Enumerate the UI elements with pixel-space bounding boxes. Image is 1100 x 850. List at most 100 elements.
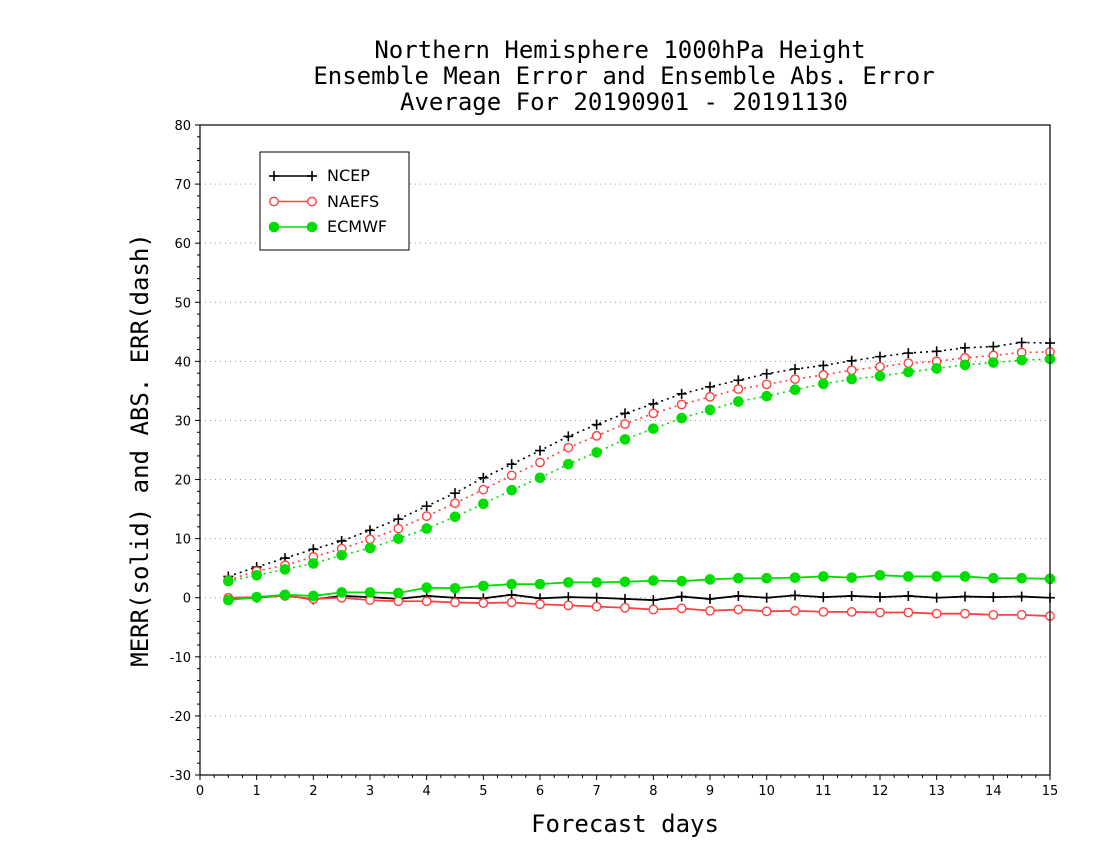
series-ncep-abs-err-point bbox=[790, 364, 800, 375]
plot-frame bbox=[199, 124, 1051, 776]
series-ecmwf-merr-point bbox=[818, 571, 829, 582]
series-naefs-abs-err-point bbox=[450, 498, 460, 509]
series-ecmwf-abs-err-point bbox=[478, 498, 489, 510]
x-tick-label: 12 bbox=[872, 784, 889, 799]
series-naefs-abs-err-point bbox=[365, 534, 375, 545]
series-ecmwf-abs-err-point bbox=[619, 434, 631, 445]
series-ecmwf-merr-point bbox=[1016, 572, 1027, 584]
series-ecmwf-abs-err-point bbox=[308, 558, 319, 569]
series-ncep-abs-err-point bbox=[875, 351, 885, 362]
chart-title-line-1: Northern Hemisphere 1000hPa Height bbox=[374, 36, 865, 64]
series-ecmwf-abs-err-point bbox=[364, 542, 376, 554]
series-ecmwf-abs-err-point bbox=[846, 373, 857, 385]
series-ecmwf-merr-point bbox=[733, 572, 744, 584]
legend-marker-ncep bbox=[307, 171, 317, 181]
series-ecmwf-abs-err-point bbox=[704, 404, 716, 416]
series-ecmwf-merr-point bbox=[676, 575, 687, 587]
series-naefs-abs-err-point bbox=[591, 430, 602, 441]
y-tick-label: 60 bbox=[174, 237, 191, 252]
series-ncep-abs-err-point bbox=[535, 445, 545, 456]
series-naefs-abs-err-point bbox=[733, 384, 744, 395]
series-naefs-abs-err-line bbox=[228, 351, 1051, 581]
x-tick-label: 2 bbox=[309, 784, 317, 799]
series-naefs-abs-err-point bbox=[393, 523, 404, 534]
series-naefs-merr-point bbox=[790, 605, 800, 616]
x-tick-label: 10 bbox=[758, 784, 775, 799]
x-tick-label: 15 bbox=[1042, 784, 1059, 799]
series-ncep-abs-err-point bbox=[393, 514, 404, 525]
series-ecmwf-abs-err-point bbox=[676, 412, 687, 424]
series-ncep-merr-point bbox=[960, 591, 970, 602]
series-ncep-abs-err-point bbox=[988, 341, 999, 352]
series-ncep-merr-point bbox=[903, 590, 914, 601]
series-ncep-abs-err-point bbox=[960, 342, 970, 353]
series-naefs-abs-err-point bbox=[421, 511, 432, 522]
y-tick-label: 0 bbox=[183, 592, 191, 607]
legend-markers bbox=[268, 171, 318, 233]
series-naefs-merr-point bbox=[1016, 609, 1027, 620]
legend: NCEP NAEFS ECMWF bbox=[259, 151, 410, 251]
series-ncep-merr-point bbox=[988, 592, 999, 603]
series-ncep-abs-err-point bbox=[506, 459, 517, 470]
y-tick-label: 20 bbox=[174, 474, 191, 489]
series-naefs-merr-point bbox=[450, 597, 460, 608]
series-naefs-abs-err-point bbox=[563, 442, 574, 453]
series-naefs-merr-point bbox=[676, 603, 687, 614]
series-ncep-abs-err-point bbox=[931, 346, 942, 357]
series-ncep-abs-err-point bbox=[563, 431, 574, 442]
legend-marker-naefs bbox=[269, 196, 279, 207]
legend-marker-naefs bbox=[307, 196, 317, 207]
series-naefs-abs-err-point bbox=[846, 365, 857, 376]
series-ecmwf-merr-point bbox=[421, 582, 432, 593]
y-tick-label: 40 bbox=[174, 355, 191, 370]
series-naefs-merr-point bbox=[903, 607, 914, 618]
x-tick-label: 13 bbox=[928, 784, 945, 799]
series-ecmwf-merr-point bbox=[506, 578, 517, 590]
series-naefs-abs-err-point bbox=[620, 419, 630, 429]
series-naefs bbox=[223, 347, 1055, 621]
y-tick-label: 70 bbox=[174, 178, 191, 193]
y-tick-label: 50 bbox=[174, 296, 191, 311]
series-ncep-merr-point bbox=[648, 595, 659, 606]
series-ncep-abs-err-point bbox=[761, 368, 772, 379]
y-tick-label: -10 bbox=[170, 651, 191, 666]
series-ncep-abs-err-point bbox=[421, 501, 432, 512]
series-naefs-abs-err-point bbox=[478, 484, 489, 495]
series-ncep-abs-err-point bbox=[478, 472, 489, 483]
series-naefs-merr-point bbox=[421, 596, 432, 607]
x-tick-label: 9 bbox=[706, 784, 714, 799]
x-tick-label: 3 bbox=[366, 784, 374, 799]
series-ecmwf-merr-point bbox=[846, 572, 857, 583]
series-ncep-merr-point bbox=[733, 590, 744, 601]
series-ncep-merr-point bbox=[1016, 591, 1027, 602]
x-tick-label: 14 bbox=[985, 784, 1002, 799]
series-ncep-merr-point bbox=[931, 592, 942, 603]
series-ecmwf-abs-err-point bbox=[279, 564, 291, 575]
series-ncep-abs-err-point bbox=[365, 525, 375, 536]
series-naefs-merr-point bbox=[846, 607, 857, 617]
series-ncep-merr-point bbox=[790, 590, 800, 601]
series-naefs-abs-err-point bbox=[761, 379, 772, 390]
series-ncep-merr-point bbox=[846, 590, 857, 601]
series-naefs-merr-point bbox=[818, 607, 829, 617]
series-ecmwf-merr-point bbox=[336, 587, 347, 598]
series-naefs-merr-point bbox=[875, 607, 885, 618]
series-ecmwf-merr-point bbox=[308, 590, 319, 602]
series-naefs-abs-err-point bbox=[676, 399, 687, 410]
series-ncep-merr-point bbox=[705, 593, 715, 604]
series-naefs-merr-point bbox=[591, 601, 602, 612]
series-ecmwf-abs-err-point bbox=[251, 569, 262, 581]
series-ecmwf-merr-point bbox=[959, 571, 971, 582]
series-ncep-abs-err-point bbox=[620, 408, 630, 419]
x-tick-label: 4 bbox=[423, 784, 431, 799]
series-ecmwf-merr-point bbox=[988, 572, 999, 584]
series-ecmwf-merr-point bbox=[534, 578, 546, 590]
series-naefs-merr-point bbox=[620, 602, 630, 613]
y-axis-label: MERR(solid) and ABS. ERR(dash) bbox=[126, 233, 154, 666]
series-ecmwf-merr-point bbox=[789, 572, 801, 583]
series-ecmwf-merr-point bbox=[478, 580, 489, 592]
x-axis-label: Forecast days bbox=[531, 810, 719, 838]
series-ncep-abs-err-point bbox=[450, 488, 460, 499]
